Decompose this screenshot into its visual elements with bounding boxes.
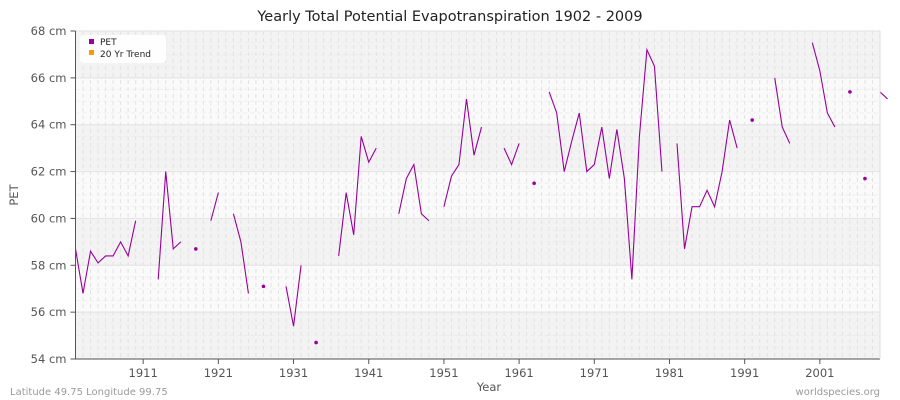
x-tick-label: 1941 — [354, 366, 383, 380]
y-tick-label: 64 cm — [31, 118, 67, 132]
y-tick-label: 56 cm — [31, 305, 67, 319]
legend-swatch-pet — [89, 39, 94, 44]
legend-label-trend: 20 Yr Trend — [100, 50, 151, 60]
x-tick-label: 1991 — [730, 366, 759, 380]
x-tick-label: 1931 — [279, 366, 308, 380]
x-tick-label: 1921 — [204, 366, 233, 380]
x-tick-label: 1961 — [504, 366, 533, 380]
footer-source: worldspecies.org — [796, 387, 880, 398]
y-tick-label: 66 cm — [31, 71, 67, 85]
y-tick-label: 54 cm — [31, 352, 67, 366]
legend-label-pet: PET — [100, 38, 117, 48]
y-axis-ticks: 54 cm 56 cm 58 cm 60 cm 62 cm 64 cm 66 cm 68 cm — [31, 24, 76, 366]
x-tick-label: 1971 — [580, 366, 609, 380]
pet-series — [74, 42, 888, 345]
y-tick-label: 68 cm — [31, 24, 67, 38]
x-tick-label: 2001 — [805, 366, 834, 380]
axes — [75, 31, 881, 360]
x-axis-ticks: 1911 1921 1931 1941 1951 1961 1971 1981 1991 2001 — [129, 359, 834, 380]
y-tick-label: 60 cm — [31, 211, 67, 225]
x-tick-label: 1981 — [655, 366, 684, 380]
legend: PET 20 Yr Trend — [80, 35, 166, 63]
x-tick-label: 1911 — [129, 366, 158, 380]
y-tick-label: 62 cm — [31, 165, 67, 179]
y-axis-title: PET — [7, 183, 21, 205]
y-tick-label: 58 cm — [31, 258, 67, 272]
legend-swatch-trend — [89, 50, 94, 55]
chart-title: Yearly Total Potential Evapotranspiratio… — [256, 9, 642, 25]
footer-coordinates: Latitude 49.75 Longitude 99.75 — [10, 387, 168, 398]
x-axis-title: Year — [476, 380, 502, 394]
x-tick-label: 1951 — [429, 366, 458, 380]
